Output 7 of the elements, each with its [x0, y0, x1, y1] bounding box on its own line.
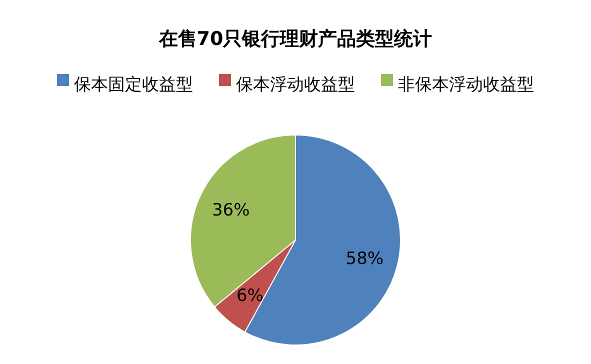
legend-label: 保本浮动收益型: [236, 75, 355, 95]
data-label: 36%: [212, 200, 250, 221]
legend-label: 非保本浮动收益型: [398, 75, 534, 95]
chart-title: 在售70只银行理财产品类型统计: [158, 28, 432, 50]
data-label: 6%: [236, 286, 264, 306]
data-label: 58%: [346, 248, 384, 269]
legend-label: 保本固定收益型: [74, 75, 193, 95]
